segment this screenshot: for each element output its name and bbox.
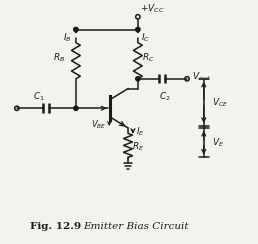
Text: $V_{CE}$: $V_{CE}$ xyxy=(212,96,228,109)
Text: $R_B$: $R_B$ xyxy=(53,52,65,64)
Circle shape xyxy=(74,106,78,111)
Text: $V_{BE}$: $V_{BE}$ xyxy=(91,119,106,131)
Text: $+V_{CC}$: $+V_{CC}$ xyxy=(140,2,164,15)
Circle shape xyxy=(136,27,140,32)
Text: Emitter Bias Circuit: Emitter Bias Circuit xyxy=(83,222,188,231)
Text: $I_E$: $I_E$ xyxy=(136,126,144,138)
Text: $I_B$: $I_B$ xyxy=(63,31,72,44)
Circle shape xyxy=(136,77,140,81)
Text: Fig. 12.9: Fig. 12.9 xyxy=(30,222,81,231)
Text: $I_C$: $I_C$ xyxy=(141,31,150,44)
Text: $R_C$: $R_C$ xyxy=(142,52,155,64)
Circle shape xyxy=(74,27,78,32)
Text: $V_E$: $V_E$ xyxy=(212,136,224,149)
Text: $R_E$: $R_E$ xyxy=(132,140,144,153)
Text: $C_2$: $C_2$ xyxy=(159,91,170,103)
Text: $C_1$: $C_1$ xyxy=(33,91,44,103)
Text: $V_{out}$: $V_{out}$ xyxy=(192,71,211,83)
